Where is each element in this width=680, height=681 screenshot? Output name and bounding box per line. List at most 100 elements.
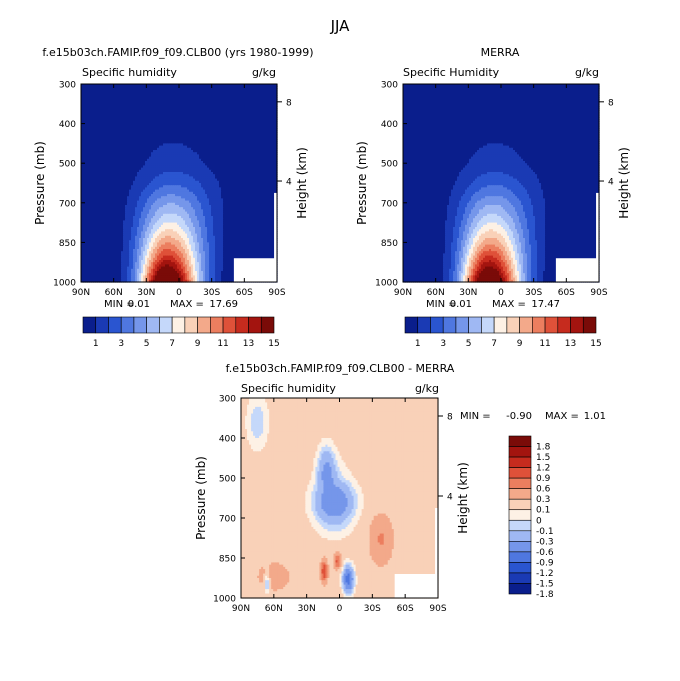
- contour-cell: [81, 152, 84, 155]
- contour-cell: [129, 154, 132, 158]
- contour-cell: [199, 150, 202, 153]
- contour-cell: [259, 86, 262, 89]
- contour-cell: [217, 136, 220, 140]
- contour-cell: [161, 101, 164, 105]
- contour-cell: [183, 145, 186, 149]
- contour-cell: [205, 143, 208, 147]
- contour-cell: [229, 165, 232, 169]
- contour-cell: [197, 121, 200, 125]
- contour-cell: [181, 97, 184, 100]
- contour-cell: [243, 108, 246, 111]
- contour-cell: [221, 114, 224, 118]
- contour-cell: [229, 123, 232, 127]
- contour-cell: [157, 97, 160, 100]
- contour-cell: [81, 130, 84, 133]
- contour-cell: [185, 112, 188, 116]
- contour-cell: [147, 123, 150, 127]
- contour-cell: [133, 101, 136, 105]
- contour-cell: [187, 143, 190, 147]
- contour-cell: [167, 161, 170, 164]
- contour-cell: [225, 134, 228, 138]
- contour-cell: [221, 143, 224, 147]
- contour-cell: [125, 119, 128, 122]
- contour-cell: [267, 136, 270, 140]
- contour-cell: [187, 121, 190, 125]
- contour-cell: [129, 158, 132, 162]
- contour-cell: [93, 130, 96, 133]
- contour-cell: [263, 139, 266, 142]
- contour-cell: [147, 143, 150, 147]
- contour-cell: [95, 125, 98, 129]
- contour-cell: [93, 121, 96, 125]
- contour-cell: [141, 143, 144, 147]
- contour-cell: [135, 119, 138, 122]
- contour-cell: [131, 117, 134, 120]
- contour-cell: [131, 132, 134, 136]
- contour-cell: [149, 108, 152, 111]
- contour-cell: [173, 95, 176, 98]
- contour-cell: [199, 161, 202, 164]
- contour-cell: [127, 110, 130, 114]
- contour-cell: [261, 165, 264, 169]
- contour-cell: [169, 88, 172, 92]
- contour-cell: [163, 106, 166, 109]
- contour-cell: [131, 108, 134, 111]
- contour-cell: [249, 165, 252, 169]
- contour-cell: [199, 92, 202, 96]
- contour-cell: [255, 84, 258, 87]
- contour-cell: [159, 108, 162, 111]
- contour-cell: [225, 147, 228, 151]
- contour-cell: [155, 143, 158, 147]
- contour-cell: [181, 103, 184, 107]
- contour-cell: [221, 108, 224, 111]
- contour-cell: [133, 90, 136, 94]
- contour-cell: [149, 123, 152, 127]
- contour-cell: [215, 130, 218, 133]
- contour-cell: [151, 106, 154, 109]
- contour-cell: [151, 130, 154, 133]
- contour-cell: [255, 139, 258, 142]
- contour-cell: [113, 161, 116, 164]
- contour-cell: [235, 92, 238, 96]
- contour-cell: [111, 134, 114, 138]
- contour-cell: [161, 117, 164, 120]
- contour-cell: [223, 90, 226, 94]
- contour-cell: [125, 92, 128, 96]
- contour-cell: [231, 156, 234, 160]
- contour-cell: [243, 141, 246, 144]
- contour-cell: [171, 165, 174, 169]
- contour-cell: [229, 152, 232, 155]
- contour-cell: [183, 150, 186, 153]
- contour-cell: [135, 114, 138, 118]
- contour-cell: [255, 141, 258, 144]
- contour-cell: [95, 136, 98, 140]
- contour-cell: [133, 123, 136, 127]
- contour-cell: [89, 130, 92, 133]
- contour-cell: [161, 139, 164, 142]
- contour-cell: [237, 95, 240, 98]
- contour-cell: [93, 150, 96, 153]
- contour-cell: [109, 165, 112, 169]
- contour-cell: [143, 99, 146, 103]
- contour-cell: [273, 106, 276, 109]
- contour-cell: [205, 110, 208, 114]
- contour-cell: [229, 139, 232, 142]
- contour-cell: [101, 128, 104, 131]
- contour-cell: [261, 139, 264, 142]
- contour-cell: [133, 99, 136, 103]
- contour-cell: [163, 123, 166, 127]
- contour-cell: [237, 163, 240, 166]
- contour-cell: [233, 86, 236, 89]
- contour-cell: [233, 108, 236, 111]
- contour-cell: [229, 114, 232, 118]
- contour-cell: [183, 86, 186, 89]
- contour-cell: [209, 154, 212, 158]
- contour-cell: [261, 99, 264, 103]
- contour-cell: [151, 95, 154, 98]
- contour-cell: [211, 130, 214, 133]
- contour-cell: [133, 121, 136, 125]
- contour-cell: [195, 143, 198, 147]
- contour-cell: [185, 117, 188, 120]
- contour-cell: [163, 136, 166, 140]
- contour-cell: [217, 84, 220, 87]
